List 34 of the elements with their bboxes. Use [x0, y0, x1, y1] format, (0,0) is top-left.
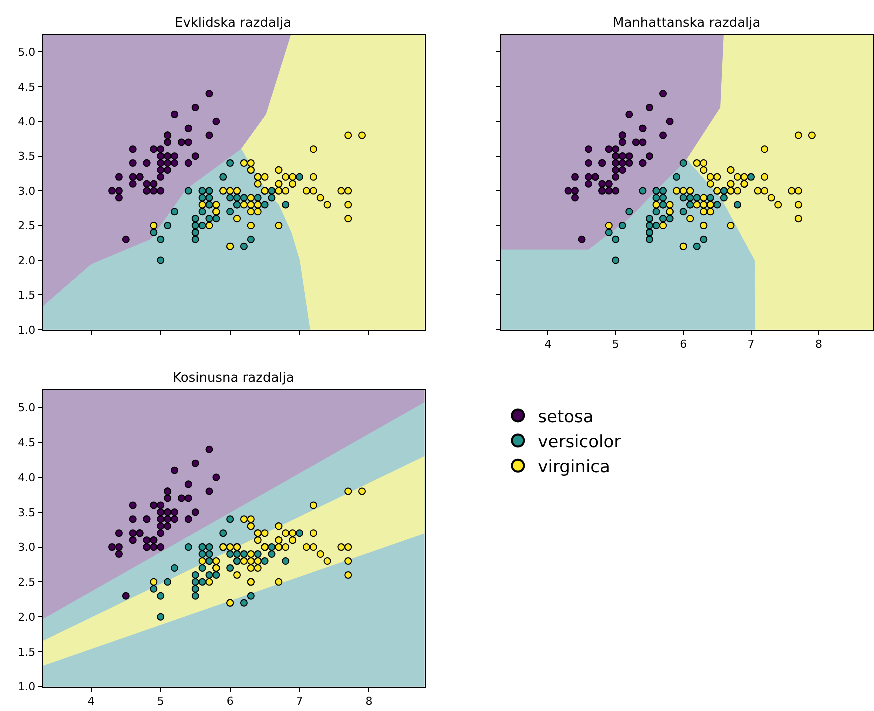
- y-tick-label: 3.5: [18, 506, 36, 520]
- x-tick-label: 4: [544, 338, 552, 352]
- y-tick-label: 1.5: [18, 289, 36, 302]
- x-tick-label: 7: [748, 338, 755, 352]
- x-tick-label: 6: [680, 338, 688, 352]
- chart-title: Evklidska razdalja: [175, 16, 292, 31]
- y-tick-label: 2.5: [18, 220, 36, 233]
- x-tick-label: 8: [366, 695, 373, 708]
- y-tick-label: 1.0: [18, 324, 36, 337]
- legend-label: versicolor: [538, 432, 622, 452]
- legend-label: setosa: [538, 407, 594, 428]
- y-tick-label: 5.0: [18, 402, 36, 415]
- chart-title: Kosinusna razdalja: [173, 371, 294, 386]
- y-tick-label: 2.5: [18, 576, 36, 590]
- x-tick-label: 6: [226, 695, 234, 708]
- y-tick-label: 2.0: [18, 254, 36, 268]
- y-tick-label: 2.0: [18, 610, 36, 624]
- y-tick-label: 3.0: [18, 184, 36, 198]
- y-tick-label: 4.5: [18, 80, 36, 94]
- y-tick-label: 1.5: [18, 646, 36, 659]
- y-tick-label: 5.0: [18, 46, 36, 60]
- x-tick-label: 7: [296, 695, 304, 708]
- x-tick-label: 8: [815, 338, 822, 352]
- y-tick-label: 1.0: [18, 680, 36, 694]
- legend-label: virginica: [538, 458, 610, 478]
- x-tick-label: 5: [157, 695, 164, 708]
- y-tick-label: 4.0: [18, 115, 36, 128]
- y-tick-label: 3.5: [18, 150, 36, 164]
- y-tick-label: 3.0: [18, 541, 36, 554]
- x-tick-label: 4: [88, 695, 95, 708]
- y-tick-label: 4.0: [18, 471, 36, 484]
- x-tick-label: 5: [612, 338, 620, 352]
- chart-title: Manhattanska razdalja: [613, 16, 761, 31]
- y-tick-label: 4.5: [18, 436, 36, 450]
